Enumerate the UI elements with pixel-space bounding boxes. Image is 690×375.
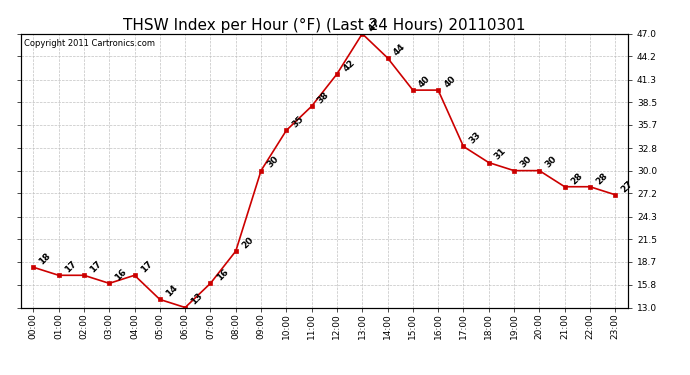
Title: THSW Index per Hour (°F) (Last 24 Hours) 20110301: THSW Index per Hour (°F) (Last 24 Hours)… [123,18,526,33]
Text: 17: 17 [63,259,78,274]
Text: 18: 18 [37,251,52,267]
Text: 31: 31 [493,147,508,162]
Text: 17: 17 [139,259,154,274]
Text: 42: 42 [341,58,357,73]
Text: 30: 30 [518,155,533,170]
Text: 16: 16 [113,267,128,283]
Text: 44: 44 [392,42,407,57]
Text: 35: 35 [290,114,306,130]
Text: 30: 30 [544,155,559,170]
Text: 30: 30 [265,155,280,170]
Text: Copyright 2011 Cartronics.com: Copyright 2011 Cartronics.com [23,39,155,48]
Text: 40: 40 [442,74,457,89]
Text: 38: 38 [316,90,331,105]
Text: 28: 28 [569,171,584,186]
Text: 33: 33 [468,130,483,146]
Text: 14: 14 [164,284,179,298]
Text: 47: 47 [366,18,382,33]
Text: 17: 17 [88,259,104,274]
Text: 40: 40 [417,74,432,89]
Text: 28: 28 [594,171,609,186]
Text: 16: 16 [215,267,230,283]
Text: 20: 20 [240,235,255,250]
Text: 27: 27 [620,179,635,194]
Text: 13: 13 [189,291,204,307]
